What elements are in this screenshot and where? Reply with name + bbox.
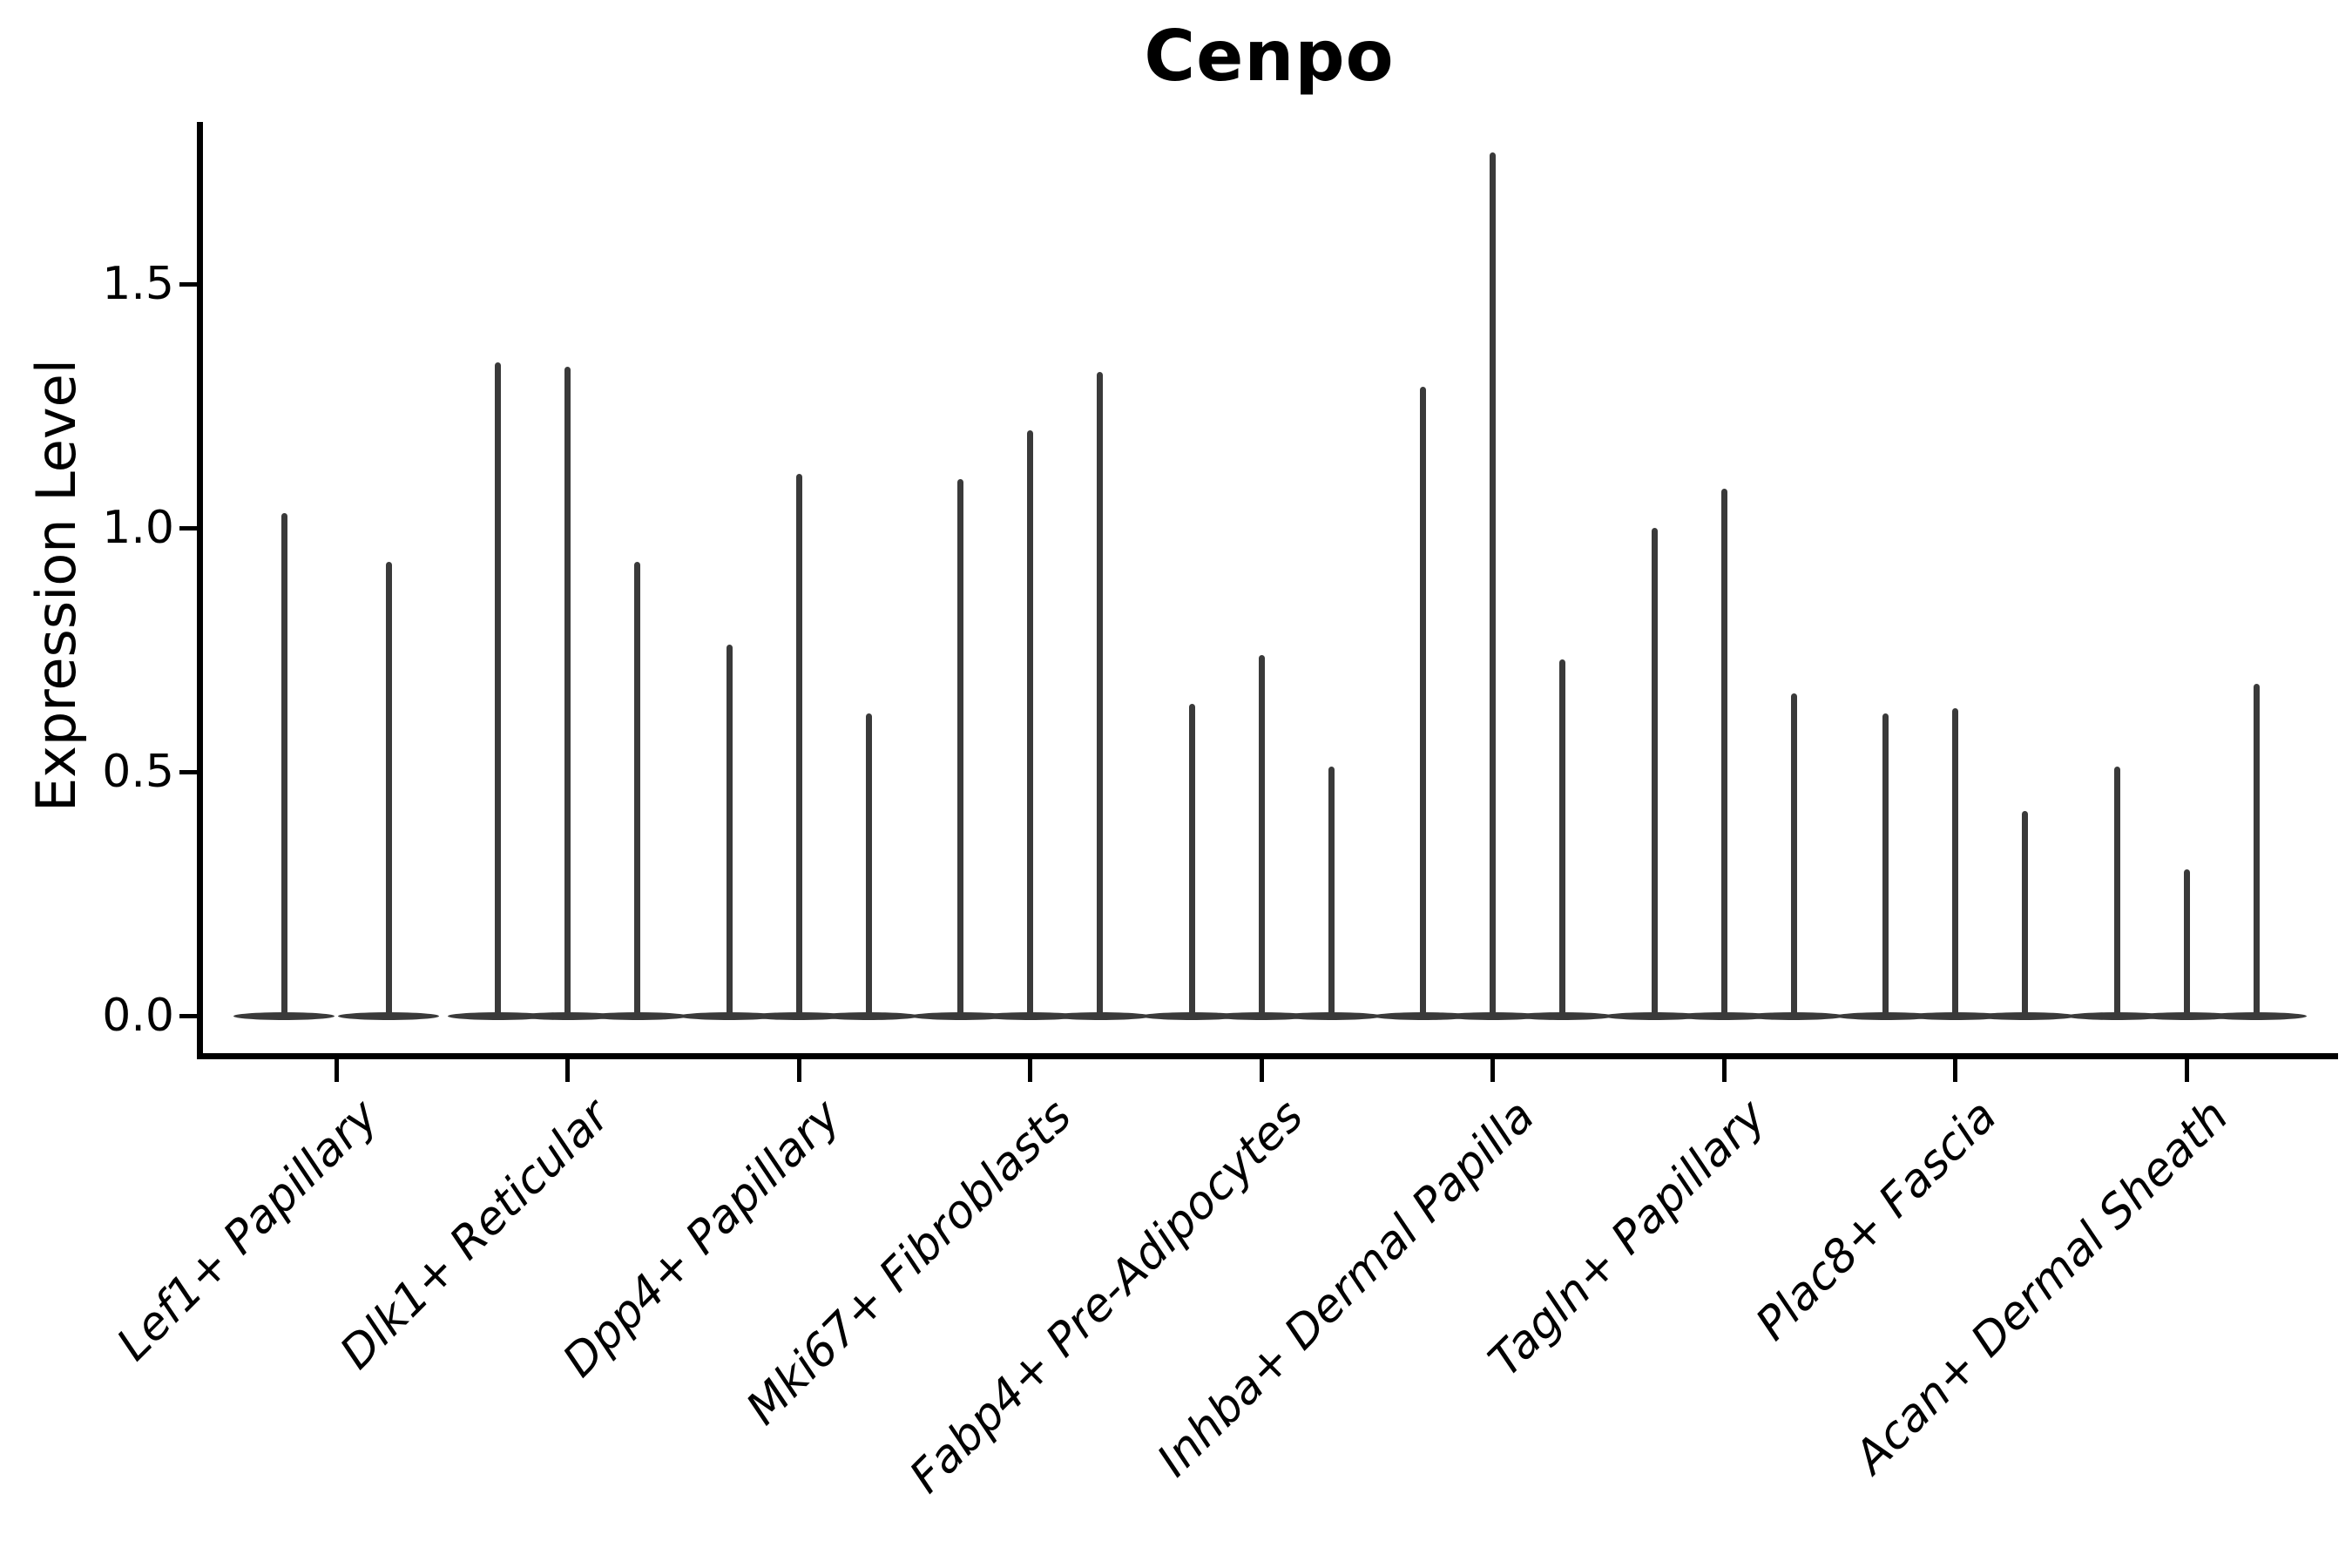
y-tick-label: 1.5 — [102, 258, 174, 310]
violin-body — [2136, 1011, 2237, 1020]
x-tick-label: Acan+ Dermal Sheath — [1844, 1090, 2239, 1484]
violin-spike — [1188, 703, 1195, 1016]
x-axis-spine — [197, 1053, 2338, 1059]
violin-spike — [564, 367, 571, 1016]
violin-body — [517, 1011, 618, 1020]
violin-spike — [280, 513, 287, 1016]
x-tick-mark — [565, 1059, 570, 1082]
x-tick-mark — [796, 1059, 801, 1082]
violin-spike — [865, 713, 872, 1016]
violin-body — [1372, 1011, 1474, 1020]
violin-spike — [1651, 528, 1658, 1016]
violin-spike — [1420, 386, 1426, 1016]
violin-body — [1511, 1011, 1613, 1020]
x-tick-mark — [1028, 1059, 1032, 1082]
violin-body — [1974, 1011, 2076, 1020]
y-axis-spine — [197, 122, 203, 1059]
violin-spike — [495, 362, 501, 1016]
violin-spike — [634, 562, 640, 1016]
violin-body — [1743, 1011, 1844, 1020]
violin-spike — [957, 479, 963, 1016]
violin-body — [1211, 1011, 1312, 1020]
violin-spike — [726, 645, 733, 1016]
violin-body — [233, 1011, 335, 1020]
x-tick-mark — [1259, 1059, 1264, 1082]
x-tick-label: Fabp4+ Pre-Adipocytes — [900, 1090, 1314, 1504]
violin-body — [748, 1011, 849, 1020]
violin-spike — [1258, 654, 1265, 1016]
violin-spike — [1882, 713, 1889, 1016]
violin-body — [1604, 1011, 1705, 1020]
violin-body — [586, 1011, 688, 1020]
y-axis-label: Expression Level — [24, 359, 88, 812]
violin-spike — [2183, 869, 2190, 1016]
y-tick-label: 0.0 — [102, 990, 174, 1042]
violin-spike — [1027, 430, 1033, 1016]
violin-body — [1673, 1011, 1774, 1020]
violin-body — [679, 1011, 780, 1020]
violin-spike — [2113, 767, 2120, 1016]
x-tick-mark — [1490, 1059, 1495, 1082]
violin-spike — [385, 562, 392, 1016]
y-tick-mark — [179, 1013, 197, 1018]
y-tick-label: 0.5 — [102, 746, 174, 798]
x-tick-mark — [334, 1059, 339, 1082]
violin-body — [909, 1011, 1011, 1020]
violin-body — [2206, 1011, 2307, 1020]
violin-spike — [1490, 152, 1496, 1016]
violin-spike — [1952, 708, 1958, 1016]
y-tick-mark — [179, 281, 197, 287]
violin-body — [1049, 1011, 1151, 1020]
chart-title: Cenpo — [1144, 16, 1395, 97]
violin-spike — [1720, 489, 1727, 1016]
violin-body — [1904, 1011, 2006, 1020]
violin-body — [338, 1011, 439, 1020]
violin-body — [447, 1011, 549, 1020]
violin-spike — [1097, 371, 1103, 1016]
violin-body — [2066, 1011, 2167, 1020]
x-tick-label: Inhba+ Dermal Papilla — [1147, 1090, 1545, 1487]
violin-spike — [2022, 810, 2028, 1016]
x-tick-mark — [2184, 1059, 2189, 1082]
violin-spike — [1328, 767, 1335, 1016]
violin-body — [818, 1011, 919, 1020]
violin-spike — [1559, 659, 1565, 1016]
y-tick-mark — [179, 525, 197, 531]
x-tick-mark — [1953, 1059, 1957, 1082]
violin-body — [1281, 1011, 1382, 1020]
violin-body — [979, 1011, 1081, 1020]
violin-body — [1835, 1011, 1936, 1020]
x-tick-label: Plac8+ Fascia — [1746, 1090, 2008, 1351]
y-tick-label: 1.0 — [102, 502, 174, 554]
violin-spike — [795, 474, 802, 1016]
violin-body — [1141, 1011, 1242, 1020]
violin-spike — [1790, 693, 1797, 1016]
violin-spike — [2253, 684, 2260, 1016]
violin-body — [1442, 1011, 1544, 1020]
x-tick-mark — [1721, 1059, 1727, 1082]
y-tick-mark — [179, 769, 197, 774]
